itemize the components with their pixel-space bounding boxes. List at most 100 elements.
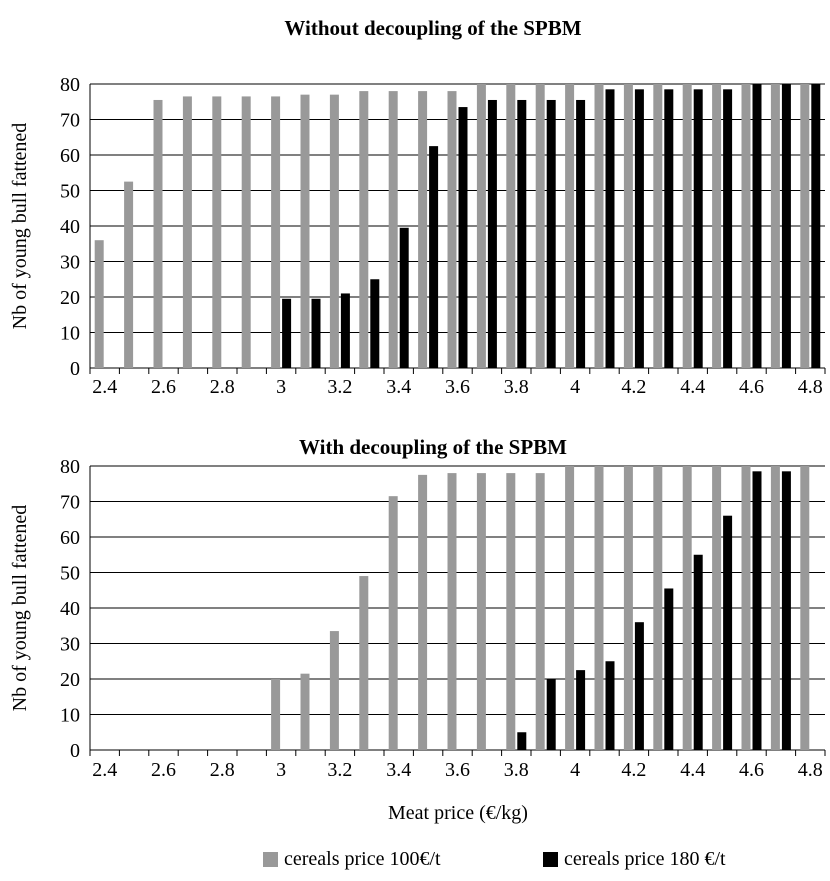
- y-axis-label: Nb of young bull fattened: [9, 123, 31, 330]
- y-tick-label: 70: [60, 110, 80, 132]
- y-tick-label: 80: [60, 74, 80, 96]
- bar: [388, 496, 398, 750]
- x-tick-label: 3.2: [327, 759, 352, 781]
- bar: [271, 679, 281, 750]
- y-tick-label: 50: [60, 563, 80, 585]
- bar: [388, 91, 398, 368]
- bar: [634, 622, 644, 750]
- bar: [623, 466, 633, 750]
- y-axis-label: Nb of young bull fattened: [9, 505, 31, 712]
- bar: [124, 181, 134, 368]
- x-tick-label: 3.6: [445, 376, 470, 398]
- bar: [370, 279, 380, 368]
- bar: [741, 84, 751, 368]
- x-tick-label: 3.4: [386, 759, 411, 781]
- bar: [311, 298, 321, 368]
- bar: [781, 84, 791, 368]
- y-tick-label: 20: [60, 669, 80, 691]
- bar: [300, 673, 310, 750]
- x-tick-label: 3.8: [504, 759, 529, 781]
- x-tick-label: 3.4: [386, 376, 411, 398]
- x-tick-label: 4.6: [739, 759, 764, 781]
- bar: [418, 91, 428, 368]
- bar: [800, 466, 810, 750]
- legend-label: cereals price 100€/t: [284, 848, 441, 870]
- bar: [546, 679, 556, 750]
- bar: [359, 91, 369, 368]
- bar: [605, 89, 615, 368]
- bar: [329, 94, 339, 369]
- bar: [329, 631, 339, 750]
- bar: [340, 293, 350, 368]
- legend-swatch-gray: [263, 852, 278, 867]
- x-tick-label: 4: [570, 759, 580, 781]
- x-tick-label: 2.6: [151, 376, 176, 398]
- y-tick-label: 0: [70, 358, 80, 380]
- x-tick-label: 4.2: [621, 759, 646, 781]
- x-tick-label: 4.8: [798, 759, 823, 781]
- bar: [693, 89, 703, 368]
- bar: [594, 84, 604, 368]
- bar: [447, 91, 457, 368]
- x-tick-label: 4.4: [680, 376, 705, 398]
- x-tick-label: 2.6: [151, 759, 176, 781]
- bar: [781, 471, 791, 750]
- x-tick-label: 3.2: [327, 376, 352, 398]
- bar: [800, 84, 810, 368]
- y-tick-label: 30: [60, 634, 80, 656]
- x-tick-label: 2.8: [210, 759, 235, 781]
- bar: [682, 84, 692, 368]
- bar: [546, 99, 556, 368]
- bar: [517, 732, 527, 750]
- bar: [399, 227, 409, 368]
- legend-swatch-black: [543, 852, 558, 867]
- bar: [359, 576, 369, 750]
- bar: [576, 99, 586, 368]
- bar: [576, 670, 586, 750]
- y-tick-label: 50: [60, 181, 80, 203]
- bar: [653, 466, 663, 750]
- bar: [741, 466, 751, 750]
- bar: [506, 473, 516, 750]
- chart-title-top: Without decoupling of the SPBM: [284, 16, 582, 40]
- y-tick-label: 40: [60, 598, 80, 620]
- bar: [476, 84, 486, 368]
- bar: [752, 471, 762, 750]
- x-tick-label: 4.2: [621, 376, 646, 398]
- bar: [752, 84, 762, 368]
- x-tick-label: 4.4: [680, 759, 705, 781]
- x-tick-label: 2.8: [210, 376, 235, 398]
- bar: [811, 84, 821, 368]
- bar: [447, 473, 457, 750]
- y-tick-label: 30: [60, 252, 80, 274]
- y-tick-label: 20: [60, 287, 80, 309]
- legend-item-cereals-180: cereals price 180 €/t: [543, 848, 726, 871]
- y-tick-label: 10: [60, 705, 80, 727]
- bar: [653, 84, 663, 368]
- bar: [712, 466, 722, 750]
- bar: [605, 661, 615, 750]
- y-tick-label: 10: [60, 323, 80, 345]
- x-tick-label: 3: [276, 376, 286, 398]
- bar: [429, 146, 439, 368]
- bar: [487, 99, 497, 368]
- y-tick-label: 60: [60, 527, 80, 549]
- x-tick-label: 3.6: [445, 759, 470, 781]
- bar: [682, 466, 692, 750]
- x-tick-label: 4.6: [739, 376, 764, 398]
- x-tick-label: 2.4: [92, 376, 117, 398]
- y-tick-label: 0: [70, 740, 80, 762]
- bar: [594, 466, 604, 750]
- bar: [300, 94, 310, 369]
- bar: [94, 240, 104, 368]
- bar: [517, 99, 527, 368]
- x-tick-label: 3: [276, 759, 286, 781]
- y-tick-label: 70: [60, 492, 80, 514]
- bar: [770, 466, 780, 750]
- x-axis-label: Meat price (€/kg): [388, 802, 528, 824]
- legend-label: cereals price 180 €/t: [564, 848, 726, 870]
- bar: [535, 84, 545, 368]
- bar: [723, 515, 733, 750]
- bar: [506, 84, 516, 368]
- bar: [565, 466, 575, 750]
